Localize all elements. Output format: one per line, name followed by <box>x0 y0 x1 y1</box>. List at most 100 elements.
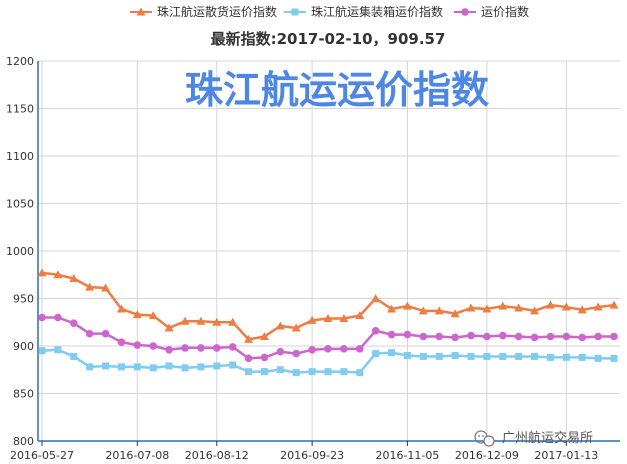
y-tick-label: 850 <box>13 388 34 401</box>
data-point <box>85 329 94 338</box>
data-point <box>610 354 618 362</box>
y-tick-label: 900 <box>13 340 34 353</box>
data-point <box>356 369 364 377</box>
legend-label: 运价指数 <box>481 4 529 19</box>
data-point <box>54 313 62 322</box>
data-point <box>498 301 508 310</box>
data-point <box>101 329 110 338</box>
data-point <box>86 363 94 371</box>
x-tick-label: 2016-09-23 <box>280 449 344 462</box>
series-circle <box>38 313 618 363</box>
data-point <box>531 352 539 360</box>
series-triangle <box>37 268 619 343</box>
data-point <box>228 343 237 351</box>
data-point <box>594 332 602 341</box>
data-point <box>371 294 381 302</box>
data-point <box>260 353 269 362</box>
data-point <box>483 332 491 341</box>
data-point <box>308 346 316 354</box>
data-point <box>245 368 253 376</box>
chart-title: 珠江航运运价指数 <box>185 68 489 112</box>
data-point <box>577 305 587 314</box>
data-point <box>387 330 396 339</box>
wechat-icon <box>474 430 495 447</box>
data-point <box>69 274 79 283</box>
data-point <box>418 306 428 315</box>
data-point <box>323 313 333 322</box>
data-point <box>339 313 349 322</box>
data-point <box>546 332 555 341</box>
data-point <box>37 268 47 277</box>
chart-axes <box>37 61 620 442</box>
data-point <box>213 362 221 370</box>
x-tick-label: 2016-11-05 <box>375 449 439 462</box>
data-point <box>609 300 619 309</box>
data-point <box>340 368 348 376</box>
data-point <box>578 333 587 342</box>
data-point <box>324 368 332 376</box>
data-point <box>38 313 46 322</box>
data-point <box>149 342 158 350</box>
data-point <box>197 363 205 371</box>
data-point <box>165 362 173 370</box>
x-tick-label: 2017-01-13 <box>534 449 598 462</box>
data-point <box>102 362 110 370</box>
data-point <box>292 349 301 358</box>
data-point <box>229 361 237 369</box>
data-point <box>292 369 300 377</box>
data-point <box>275 321 285 330</box>
data-point <box>546 353 554 361</box>
data-point <box>372 350 380 358</box>
data-point <box>149 364 157 372</box>
legend-marker <box>461 8 469 16</box>
data-point <box>545 300 555 309</box>
data-point <box>101 283 111 292</box>
data-point <box>228 317 238 326</box>
credit-text: 广州航运交易所 <box>502 430 593 446</box>
data-point <box>164 323 174 332</box>
data-point <box>212 317 222 326</box>
data-point <box>498 331 507 340</box>
data-point <box>117 363 125 371</box>
data-point <box>593 302 603 311</box>
data-point <box>69 319 78 328</box>
data-point <box>403 330 412 339</box>
data-point <box>116 304 126 313</box>
data-point <box>53 270 63 279</box>
source-credit: 广州航运交易所 <box>474 430 593 447</box>
data-point <box>530 333 539 342</box>
data-point <box>482 304 492 313</box>
data-point <box>467 331 475 340</box>
data-point <box>515 352 523 360</box>
data-point <box>388 349 396 357</box>
y-tick-label: 950 <box>13 293 34 306</box>
x-tick-label: 2016-12-09 <box>455 449 519 462</box>
data-point <box>435 352 443 360</box>
data-point <box>276 366 284 374</box>
data-point <box>165 346 173 354</box>
data-point <box>355 345 364 353</box>
data-point <box>387 304 397 313</box>
data-point <box>435 332 444 341</box>
data-point <box>133 363 141 371</box>
data-point <box>85 282 95 291</box>
series-line <box>41 271 615 341</box>
legend-marker <box>291 8 299 16</box>
y-axis-ticks: 800 850 900 950 1000 1050 1100 1150 1200 <box>6 55 34 448</box>
data-point <box>451 333 459 342</box>
data-point <box>291 323 301 332</box>
chart-series <box>37 268 619 377</box>
y-tick-label: 800 <box>13 435 34 448</box>
data-point <box>561 302 571 311</box>
data-point <box>117 338 126 347</box>
data-point <box>181 344 189 352</box>
data-point <box>467 352 475 360</box>
data-point <box>133 341 142 349</box>
data-point <box>212 344 221 352</box>
data-point <box>307 315 317 324</box>
data-point <box>148 311 158 320</box>
x-tick-label: 2016-07-08 <box>105 449 169 462</box>
data-point <box>244 354 253 363</box>
data-point <box>403 352 411 359</box>
data-point <box>466 303 476 312</box>
